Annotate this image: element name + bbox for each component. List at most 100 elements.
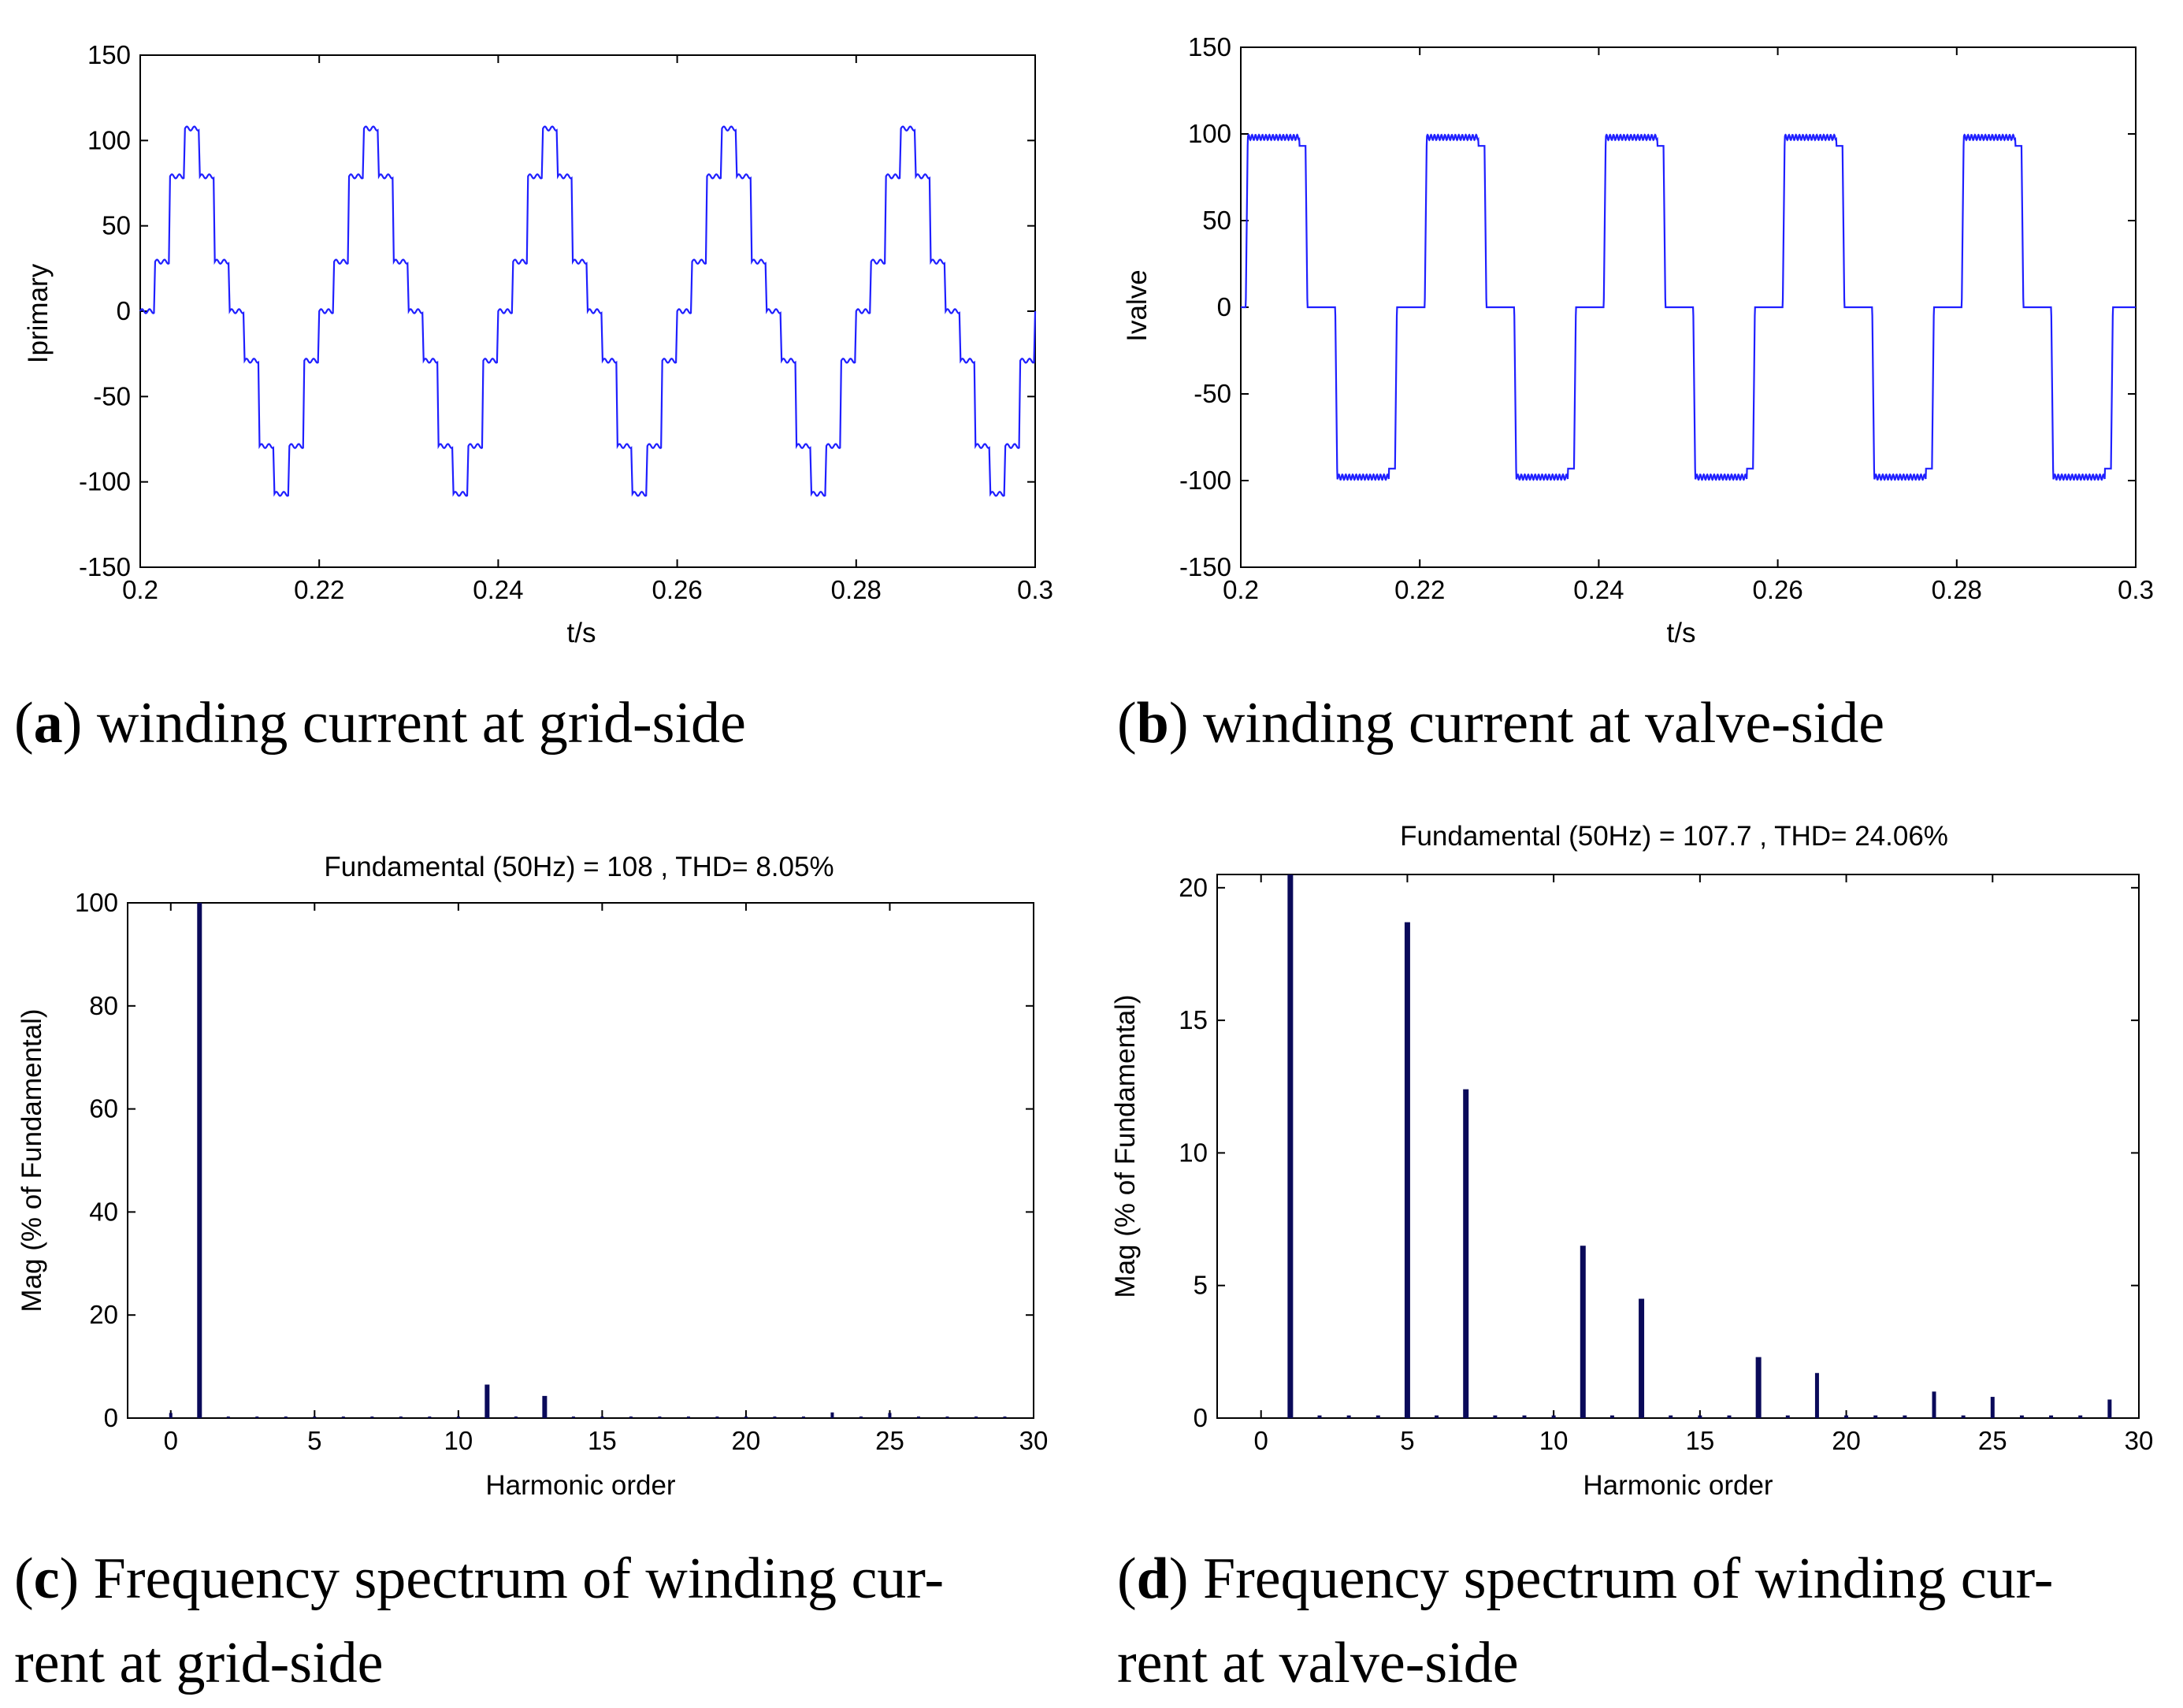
x-tick-label: 0.24: [1573, 575, 1624, 604]
x-tick-label: 15: [588, 1426, 617, 1455]
x-tick-label: 0.24: [473, 575, 523, 604]
panel-c-caption-line2: rent at grid-side: [14, 1631, 384, 1695]
panel-c-bars: [169, 903, 1007, 1418]
harmonic-bar: [686, 1417, 690, 1418]
harmonic-bar: [2078, 1415, 2083, 1418]
y-tick-label: 0: [117, 296, 131, 325]
harmonic-bar: [1727, 1415, 1732, 1418]
harmonic-bar: [2049, 1415, 2054, 1418]
panel-b-caption-label: b: [1137, 691, 1169, 756]
harmonic-bar: [399, 1417, 403, 1418]
harmonic-bar: [1346, 1415, 1351, 1418]
harmonic-bar: [1580, 1246, 1586, 1418]
y-tick-label: -100: [1179, 466, 1231, 495]
panel-d-bars: [1287, 874, 2112, 1418]
harmonic-bar: [629, 1417, 633, 1418]
harmonic-bar: [284, 1417, 288, 1418]
y-tick-label: 100: [1188, 119, 1231, 148]
harmonic-bar: [830, 1412, 834, 1418]
x-tick-label: 0.22: [294, 575, 344, 604]
y-tick-label: 50: [1202, 206, 1231, 235]
harmonic-bar: [1669, 1415, 1673, 1418]
x-tick-label: 0.28: [1932, 575, 1982, 604]
panel-a-caption-text: winding current at grid-side: [97, 691, 746, 756]
panel-a-y-axis-label: Iprimary: [23, 263, 54, 363]
panel-d-caption-label: d: [1137, 1546, 1169, 1611]
x-tick-label: 25: [875, 1426, 904, 1455]
y-tick-label: 0: [1217, 292, 1231, 321]
panel-d-plot-frame: [1216, 874, 2140, 1419]
y-tick-label: 15: [1179, 1005, 1208, 1034]
y-tick-label: -150: [1179, 552, 1231, 581]
panel-b-x-axis-label: t/s: [1667, 618, 1696, 648]
x-tick-label: 0.2: [1223, 575, 1259, 604]
harmonic-bar: [1698, 1415, 1702, 1418]
panel-c-y-ticks: 100 80 60 40 20 0: [75, 888, 1034, 1432]
harmonic-bar: [600, 1417, 604, 1418]
panel-c-plot-frame: [127, 902, 1034, 1419]
y-tick-label: 20: [89, 1300, 118, 1329]
y-tick-label: 100: [87, 125, 131, 154]
harmonic-bar: [169, 1413, 173, 1418]
y-tick-label: 100: [75, 888, 118, 917]
harmonic-bar: [341, 1417, 345, 1418]
y-tick-label: 0: [1194, 1403, 1208, 1432]
harmonic-bar: [1785, 1415, 1790, 1418]
panel-d-valve-side-spectrum: Fundamental (50Hz) = 107.7 , THD= 24.06%…: [1110, 821, 2153, 1695]
harmonic-bar: [974, 1417, 978, 1418]
harmonic-bar: [1844, 1415, 1849, 1418]
y-tick-label: -150: [79, 552, 131, 581]
harmonic-bar: [1990, 1397, 1995, 1418]
y-tick-label: 150: [1188, 32, 1231, 61]
y-tick-label: 50: [102, 211, 131, 240]
harmonic-bar: [428, 1417, 432, 1418]
harmonic-bar: [1463, 1089, 1469, 1418]
panel-a-x-axis-label: t/s: [567, 618, 596, 648]
harmonic-bar: [2107, 1399, 2112, 1418]
y-tick-label: 5: [1194, 1271, 1208, 1300]
panel-b-caption-text: winding current at valve-side: [1203, 691, 1884, 756]
harmonic-bar: [1873, 1415, 1878, 1418]
y-tick-label: 80: [89, 991, 118, 1020]
x-tick-label: 30: [1019, 1426, 1049, 1455]
panel-d-caption-line1: Frequency spectrum of winding cur-: [1203, 1546, 2053, 1611]
y-tick-label: -50: [1194, 379, 1231, 408]
y-tick-label: -50: [93, 381, 131, 410]
x-tick-label: 0.26: [1752, 575, 1802, 604]
panel-c-caption-line1: Frequency spectrum of winding cur-: [94, 1546, 944, 1611]
harmonic-bar: [1551, 1415, 1556, 1418]
x-tick-label: 30: [2125, 1426, 2154, 1455]
harmonic-bar: [1932, 1391, 1936, 1418]
harmonic-bar: [255, 1417, 259, 1418]
panel-d-caption-line2: rent at valve-side: [1117, 1631, 1519, 1695]
harmonic-bar: [1639, 1298, 1645, 1418]
x-tick-label: 20: [732, 1426, 761, 1455]
harmonic-bar: [226, 1417, 230, 1418]
harmonic-bar: [1435, 1415, 1439, 1418]
panel-d-y-ticks: 20 15 10 5 0: [1179, 873, 2139, 1432]
x-tick-label: 0.28: [831, 575, 882, 604]
harmonic-bar: [773, 1417, 777, 1418]
x-tick-label: 0.3: [2118, 575, 2154, 604]
harmonic-bar: [1376, 1415, 1380, 1418]
x-tick-label: 0.22: [1394, 575, 1445, 604]
panel-d-y-axis-label: Mag (% of Fundamental): [1110, 994, 1141, 1298]
harmonic-bar: [1404, 922, 1410, 1418]
panel-d-x-axis-label: Harmonic order: [1583, 1470, 1773, 1501]
x-tick-label: 10: [1539, 1426, 1569, 1455]
panel-c-grid-side-spectrum: Fundamental (50Hz) = 108 , THD= 8.05% 10…: [14, 852, 1048, 1695]
harmonic-bar: [1317, 1415, 1322, 1418]
panel-b-caption: (b) winding current at valve-side: [1117, 691, 1884, 756]
panel-b-y-axis-label: Ivalve: [1122, 269, 1153, 341]
harmonic-bar: [801, 1417, 805, 1418]
panel-d-x-ticks: 0 5 10 15 20 25 30: [1254, 874, 2154, 1455]
y-tick-label: 0: [104, 1403, 118, 1432]
x-tick-label: 0: [1254, 1426, 1268, 1455]
x-tick-label: 0.26: [652, 575, 702, 604]
panel-a-grid-side-current: 150 100 50 0 -50 -100 -150 0.2 0.22 0.24 0.26 0.28…: [14, 40, 1053, 756]
harmonic-bar: [542, 1395, 548, 1418]
harmonic-bar: [888, 1413, 892, 1418]
panel-a-caption: (a) winding current at grid-side: [14, 691, 746, 756]
y-tick-label: 60: [89, 1094, 118, 1123]
